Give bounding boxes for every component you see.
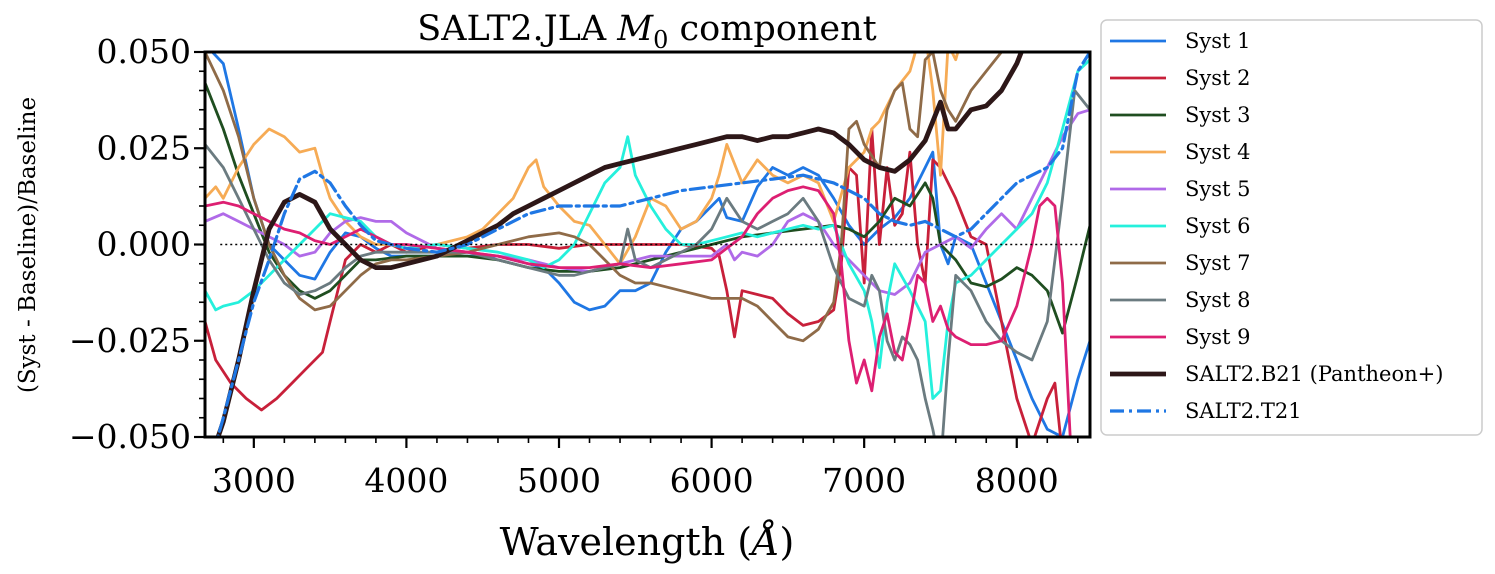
series-line-8 bbox=[205, 89, 1090, 437]
chart-title-prefix: SALT2.JLA bbox=[417, 9, 617, 49]
chart-title-math-sub: 0 bbox=[653, 26, 668, 54]
x-axis-label-symbol: Å bbox=[748, 520, 779, 564]
y-tick-label: 0.050 bbox=[97, 32, 191, 71]
legend-label: Syst 1 bbox=[1185, 29, 1251, 53]
y-tick-label: −0.050 bbox=[69, 417, 191, 456]
chart-title: SALT2.JLA M0 component bbox=[417, 9, 877, 54]
legend-box bbox=[1100, 19, 1483, 436]
legend-label: Syst 3 bbox=[1185, 103, 1251, 127]
x-axis-label: Wavelength (Å) bbox=[500, 520, 795, 564]
series-line-9 bbox=[205, 185, 1072, 437]
legend: Syst 1 Syst 2 Syst 3 Syst 4 Syst 5 Syst 6 Syst… bbox=[1110, 29, 1443, 423]
series-line-11 bbox=[216, 52, 1090, 437]
chart-title-math-main: M bbox=[616, 9, 654, 49]
x-tick-label: 8000 bbox=[975, 461, 1059, 500]
legend-label: Syst 6 bbox=[1185, 214, 1251, 238]
x-tick-label: 3000 bbox=[212, 461, 296, 500]
y-tick-label: −0.025 bbox=[69, 321, 191, 360]
series-line-10 bbox=[215, 52, 1024, 437]
legend-label: Syst 5 bbox=[1185, 177, 1251, 201]
series-layer bbox=[205, 52, 1090, 437]
x-tick-label: 7000 bbox=[822, 461, 906, 500]
legend-label: SALT2.B21 (Pantheon+) bbox=[1185, 362, 1443, 386]
series-line-1 bbox=[210, 52, 1090, 437]
legend-label: Syst 2 bbox=[1185, 66, 1251, 90]
x-axis-label-prefix: Wavelength ( bbox=[500, 520, 752, 564]
tick-layer: 3000 4000 5000 6000 7000 8000 −0.050 −0.025 0.00… bbox=[69, 32, 1079, 500]
series-line-4 bbox=[205, 52, 960, 266]
series-line-7 bbox=[205, 52, 1005, 343]
y-tick-label: 0.000 bbox=[97, 225, 191, 264]
x-axis-label-suffix: ) bbox=[780, 520, 795, 564]
legend-label: Syst 8 bbox=[1185, 288, 1251, 312]
x-tick-label: 6000 bbox=[670, 461, 754, 500]
series-line-6 bbox=[205, 58, 1090, 400]
chart-title-suffix: component bbox=[668, 9, 876, 49]
x-tick-label: 4000 bbox=[364, 461, 448, 500]
y-axis-label: (Syst - Baseline)/Baseline bbox=[15, 97, 41, 393]
legend-label: SALT2.T21 bbox=[1185, 399, 1302, 423]
y-tick-label: 0.025 bbox=[97, 128, 191, 167]
legend-label: Syst 9 bbox=[1185, 325, 1251, 349]
legend-label: Syst 4 bbox=[1185, 140, 1251, 164]
legend-label: Syst 7 bbox=[1185, 251, 1251, 275]
x-tick-label: 5000 bbox=[517, 461, 601, 500]
